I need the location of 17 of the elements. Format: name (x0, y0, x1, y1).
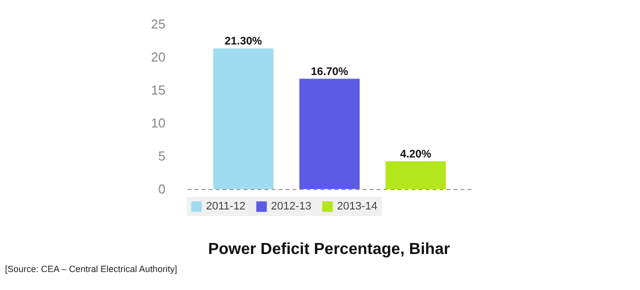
y-tick-label: 5 (158, 148, 166, 164)
bar (213, 48, 274, 189)
text: Power Deficit Percentage, Bihar (208, 241, 450, 258)
bar (386, 161, 446, 189)
y-tick-label: 20 (151, 50, 166, 64)
y-tick-label: 0 (158, 182, 166, 196)
legend-label: 2011-12 (206, 200, 246, 213)
data-label: 4.20% (400, 148, 432, 160)
data-label: 16.70% (310, 66, 348, 78)
data-label: 21.30% (224, 35, 262, 48)
legend-label: 2012-13 (271, 200, 312, 213)
y-tick-label: 15 (151, 82, 166, 98)
y-tick-label: 10 (151, 116, 166, 130)
y-tick-label: 25 (151, 16, 166, 32)
text: [Source: CEA – Central Electrical Authority] (5, 264, 178, 274)
bar (299, 78, 360, 189)
legend-label: 2013-14 (337, 200, 378, 213)
